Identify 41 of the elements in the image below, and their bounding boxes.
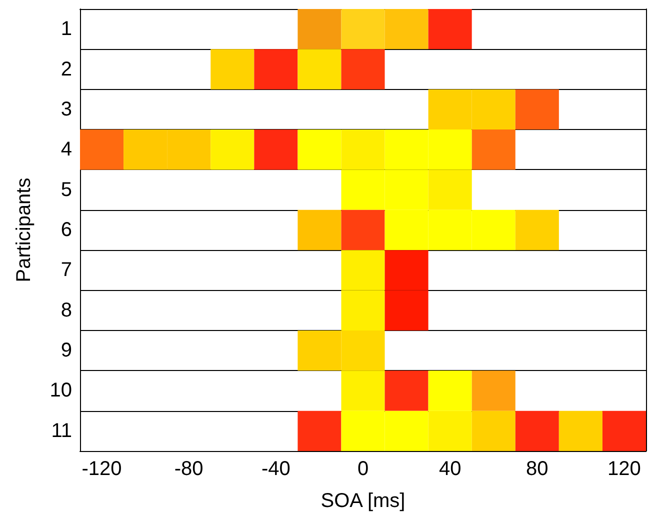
bar <box>298 9 342 50</box>
bar <box>341 210 385 250</box>
y-tick-label: 9 <box>60 340 72 362</box>
y-tick-label: 3 <box>60 98 72 120</box>
bar <box>428 370 472 411</box>
bar <box>298 210 342 250</box>
x-tick-label: -80 <box>174 458 204 480</box>
y-tick-label: 11 <box>51 420 72 442</box>
bar <box>602 410 646 451</box>
bar <box>515 89 559 130</box>
bar <box>298 410 342 451</box>
y-tick-label: 10 <box>50 380 72 402</box>
x-axis-title: SOA [ms] <box>320 490 406 512</box>
x-tick-label: 40 <box>438 458 462 480</box>
y-axis-title: Participants <box>13 178 35 282</box>
bar <box>384 9 428 50</box>
bar <box>341 9 385 50</box>
bar <box>254 49 298 90</box>
y-tick-label: 7 <box>60 259 72 282</box>
bar <box>210 49 254 90</box>
bar <box>472 130 516 170</box>
x-tick-label: -120 <box>82 458 122 480</box>
bar <box>298 49 342 90</box>
x-tick-label: 0 <box>357 458 369 480</box>
bar <box>558 410 602 451</box>
y-tick-label: 5 <box>60 178 72 201</box>
x-tick-label: 80 <box>526 458 548 480</box>
bar <box>472 410 516 451</box>
bar <box>80 130 124 170</box>
bar <box>254 130 298 170</box>
bar <box>472 370 516 411</box>
y-tick-label: 1 <box>60 18 72 40</box>
bar <box>210 130 254 170</box>
y-tick-label: 6 <box>60 219 72 241</box>
x-tick-label: 120 <box>608 458 641 480</box>
y-tick-label: 4 <box>60 138 72 161</box>
bar <box>341 130 385 170</box>
x-tick-label: -40 <box>261 458 290 480</box>
y-tick-label: 8 <box>60 299 72 322</box>
bar <box>341 49 385 90</box>
y-tick-label: 2 <box>60 58 72 80</box>
